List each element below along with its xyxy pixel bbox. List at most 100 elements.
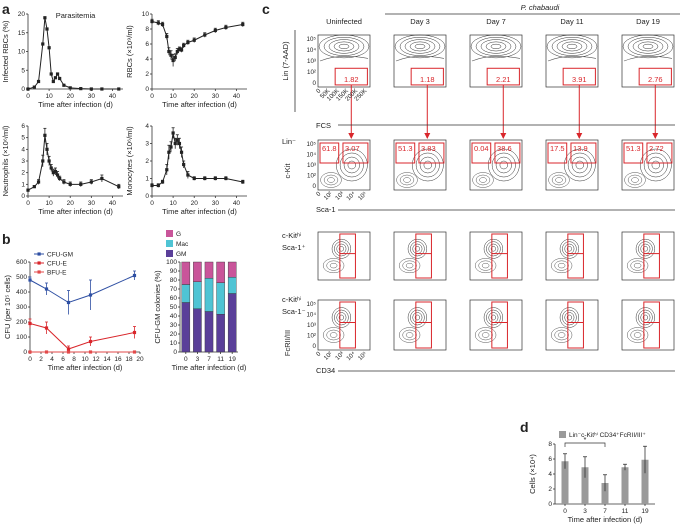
flow-x-tick: 10⁵	[357, 190, 369, 202]
x-tick-label: 6	[61, 356, 65, 363]
flow-plot: 0.04 38.6	[469, 139, 523, 191]
contour-ring	[483, 307, 504, 328]
data-point	[44, 326, 49, 330]
x-tick-label: 30	[212, 200, 220, 207]
flow-y-tick: 10²	[307, 173, 316, 180]
data-point	[192, 38, 196, 42]
cd34-gate-upper	[415, 233, 432, 279]
data-point	[160, 180, 165, 184]
contour-ring	[626, 258, 649, 274]
gate-percentage: 0.04	[474, 144, 489, 153]
y-axis-label: CFU (per 10⁵ cells)	[3, 275, 12, 339]
data-point	[47, 46, 51, 50]
data-point	[167, 150, 171, 154]
flow-y-tick: 10³	[307, 322, 316, 329]
cd34-gate-upper	[491, 233, 508, 279]
x-tick-label: 0	[184, 356, 188, 363]
contour-ring	[470, 34, 522, 59]
contour-ring	[557, 262, 566, 269]
contour-ring	[643, 152, 668, 178]
contour-ring	[624, 172, 646, 188]
legend-swatch	[559, 431, 566, 438]
panel-letter-b: b	[2, 231, 11, 247]
contour-ring	[399, 37, 441, 56]
legend-label: Mac	[176, 241, 189, 248]
x-tick-label: 19	[641, 508, 649, 515]
row-population-label: c-Kitʰⁱ	[282, 295, 301, 304]
flow-plot	[545, 299, 599, 351]
data-point	[167, 49, 171, 54]
contour-ring	[548, 172, 570, 188]
data-point	[58, 76, 62, 81]
flow-y-tick: 10⁵	[307, 36, 317, 43]
x-tick-label: 40	[233, 93, 241, 100]
data-point	[179, 150, 184, 154]
flow-x-tick: 10²	[323, 190, 334, 201]
flow-y-tick: 0	[313, 80, 317, 87]
gate-percentage: 3.91	[572, 75, 587, 84]
y-tick-label: 500	[16, 274, 27, 281]
data-point	[68, 86, 72, 90]
contour-ring	[419, 156, 436, 174]
data-point	[51, 171, 55, 175]
contour-ring	[633, 332, 642, 338]
data-point	[160, 22, 165, 27]
flow-plot: 2.21	[469, 34, 523, 139]
data-point	[49, 72, 53, 76]
data-point	[53, 169, 58, 174]
stacked-bar-segment	[204, 311, 214, 353]
flow-x-tick: 10³	[334, 350, 345, 361]
flow-y-tick: 10²	[307, 333, 316, 340]
panel-letter-d: d	[520, 419, 529, 435]
kit-high-sca-pos-gate	[646, 142, 673, 164]
y-tick-label: 10	[142, 11, 150, 18]
contour-ring	[394, 34, 446, 59]
y-tick-label: 1	[21, 181, 25, 188]
data-point	[55, 173, 60, 177]
x-tick-label: 0	[26, 93, 30, 100]
y-tick-label: 40	[170, 313, 178, 320]
contour-ring	[651, 160, 660, 170]
contour-ring	[559, 238, 580, 259]
legend-label: CFU-E	[47, 261, 68, 268]
significance-star: *	[584, 435, 587, 444]
row-population-label: Sca-1⁺	[282, 243, 306, 252]
data-point	[182, 162, 186, 167]
contour-ring	[486, 309, 501, 326]
legend-marker	[37, 270, 41, 274]
contour-ring	[485, 41, 507, 52]
data-point	[203, 176, 207, 181]
x-tick-label: 10	[45, 93, 53, 100]
y-axis-label: RBCs (×10⁹/ml)	[125, 25, 134, 78]
legend-label: Lin⁻c-Kitʰⁱ CD34⁺FcRII/III⁺	[569, 431, 646, 439]
contour-ring	[566, 314, 572, 321]
flow-y-axis-label: FcRII/III	[283, 330, 292, 356]
contour-ring	[326, 260, 341, 271]
y-tick-label: 0	[21, 193, 25, 200]
flow-y-tick: 10³	[307, 162, 316, 169]
contour-ring	[626, 327, 649, 343]
stacked-bar-segment	[193, 308, 202, 353]
data-point	[171, 131, 175, 135]
contour-ring	[563, 148, 596, 182]
gating-arrowhead	[576, 133, 583, 139]
kit-high-sca-pos-gate	[418, 142, 445, 164]
flow-x-tick: 10³	[334, 190, 345, 201]
contour-ring	[561, 41, 583, 52]
x-tick-label: 2	[39, 356, 43, 363]
data-point	[62, 180, 66, 184]
flow-x-tick: 0	[315, 190, 323, 198]
data-point	[47, 159, 51, 163]
contour-ring	[399, 174, 415, 186]
data-point	[43, 133, 47, 137]
x-tick-label: 20	[191, 93, 199, 100]
gate-percentage: 1.82	[344, 75, 359, 84]
contour-ring	[642, 246, 648, 252]
data-point	[41, 159, 45, 163]
x-axis-label: Time after infection (d)	[568, 515, 643, 524]
y-tick-label: 0	[23, 349, 27, 356]
flow-plot	[621, 299, 675, 351]
